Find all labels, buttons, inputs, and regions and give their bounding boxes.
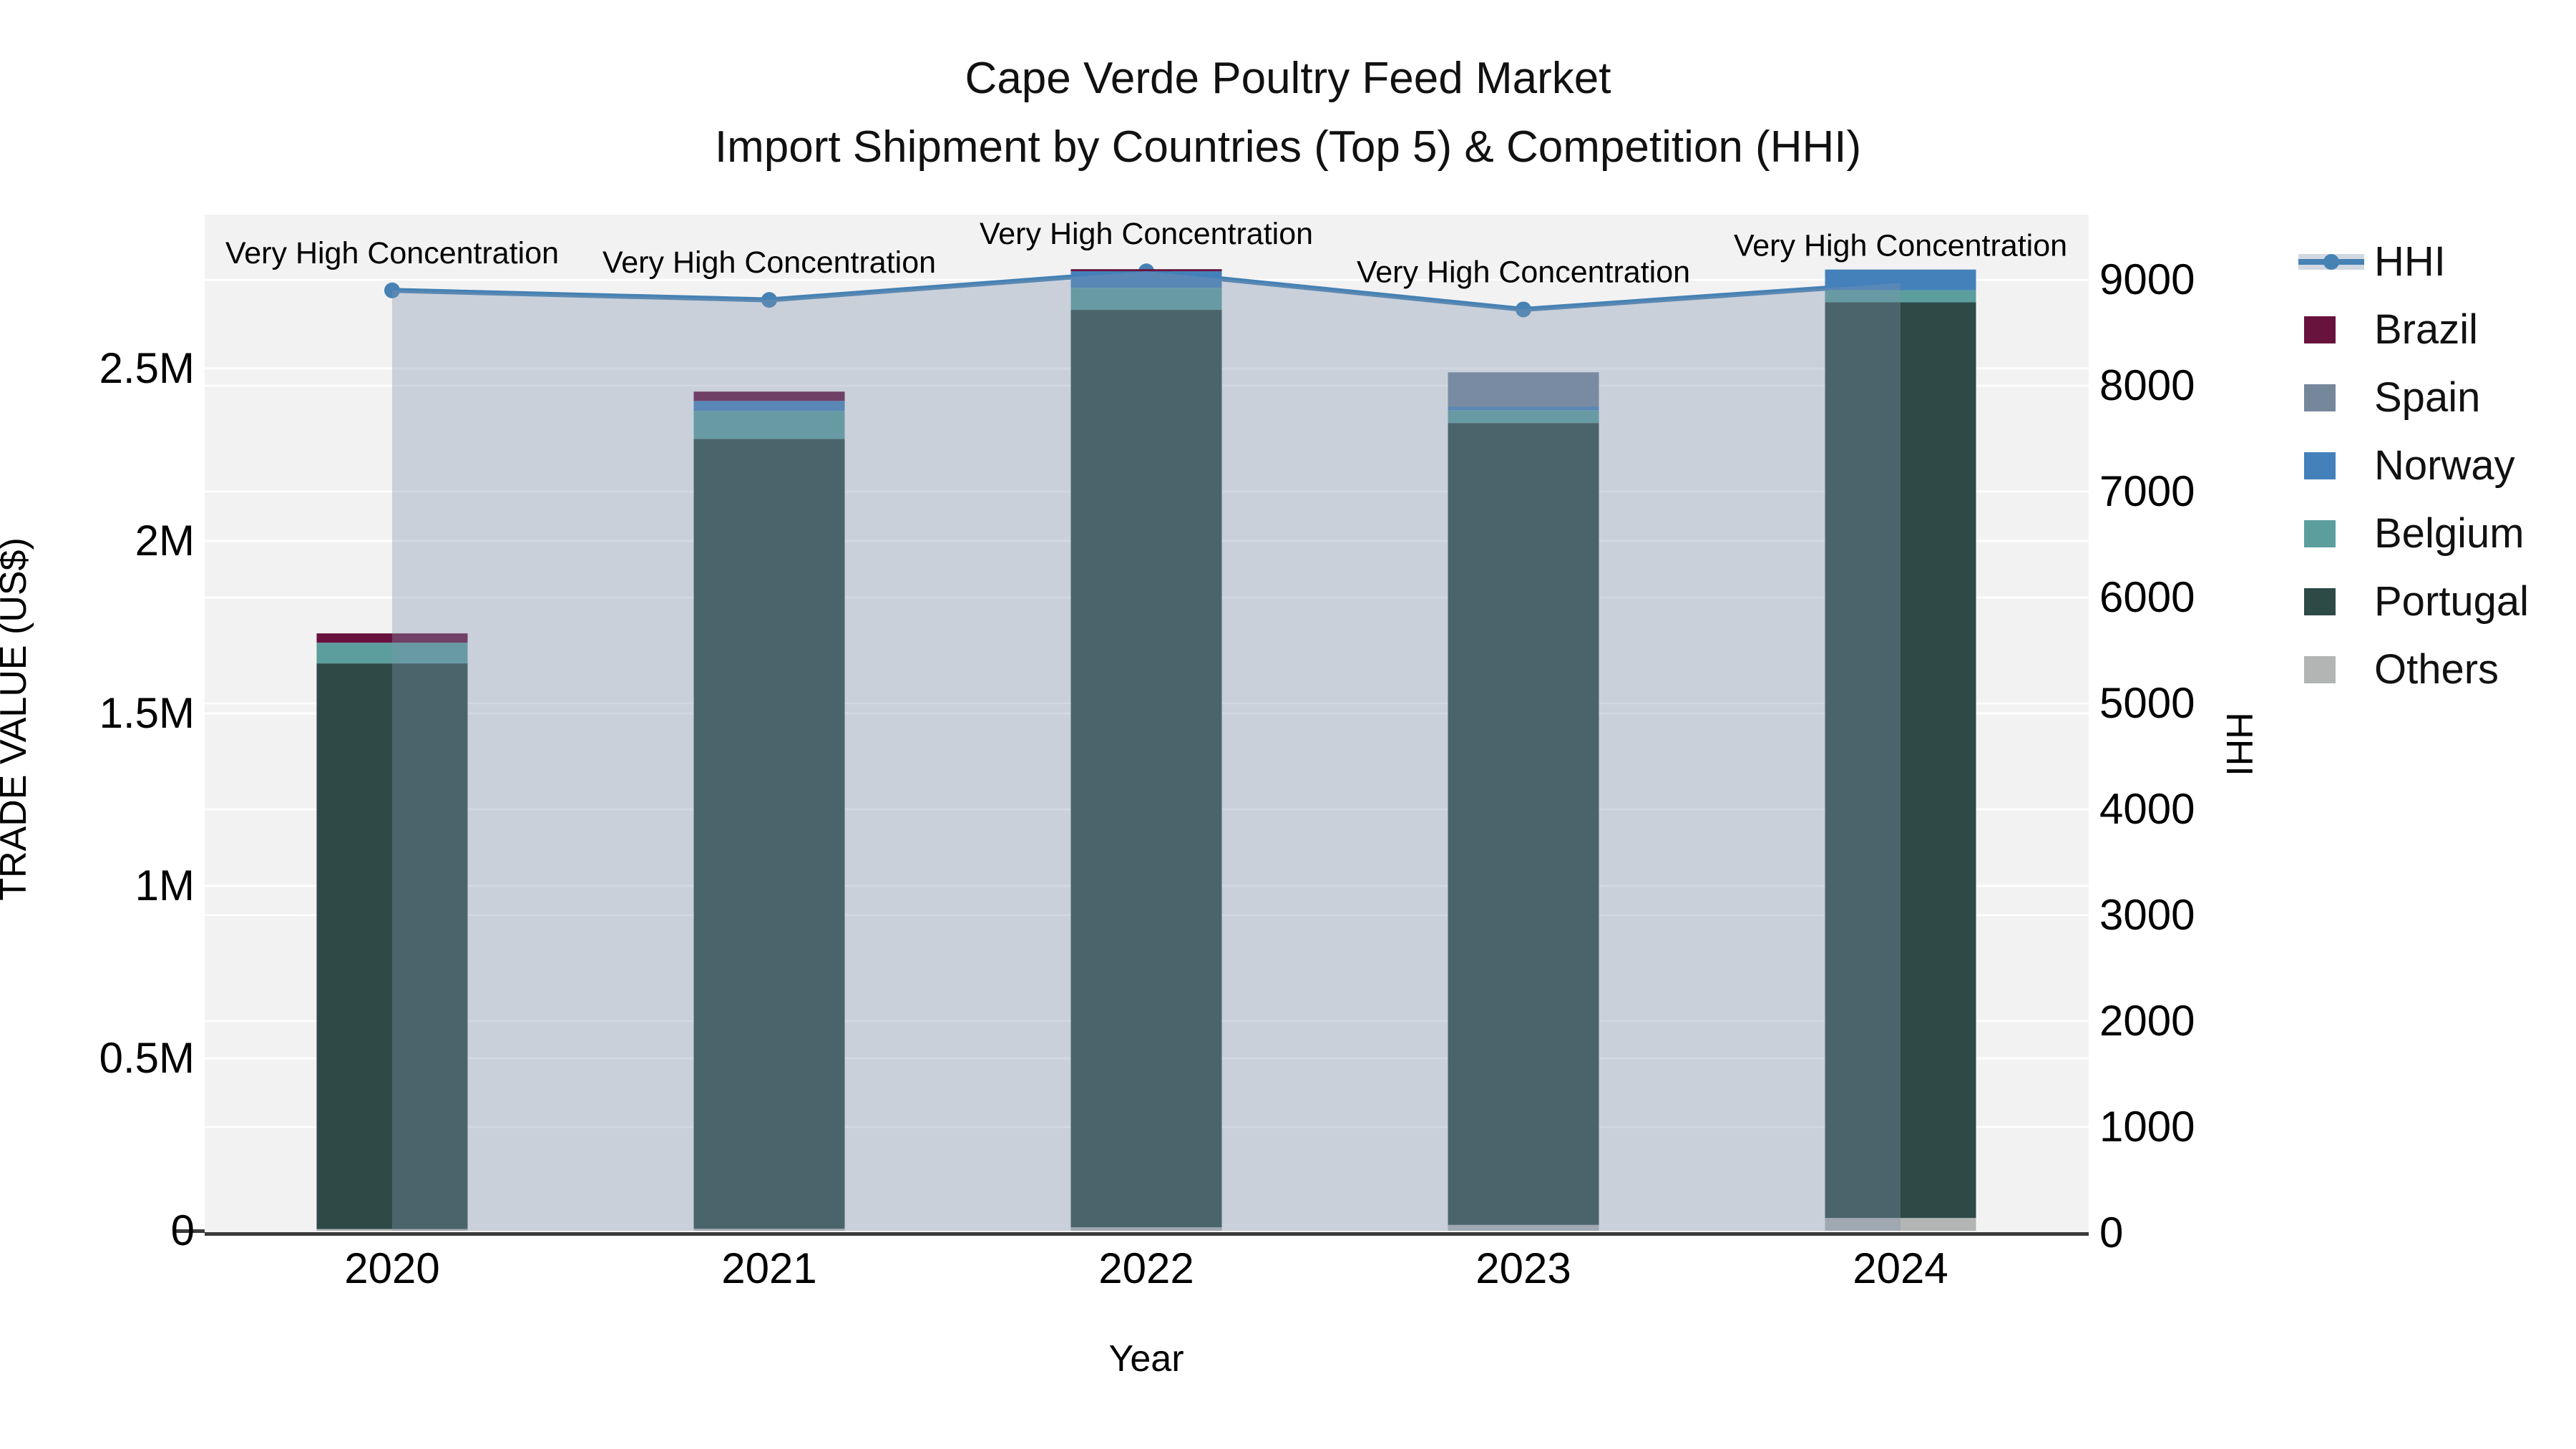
chart-title: Cape Verde Poultry Feed Market <box>965 54 1611 103</box>
bar-segment-portugal-2022 <box>1070 310 1222 1228</box>
legend-item-belgium: Belgium <box>2298 499 2529 567</box>
legend-swatch-brazil <box>2298 316 2364 344</box>
legend-item-brazil: Brazil <box>2298 296 2529 364</box>
x-tick-label-2022: 2022 <box>1098 1244 1194 1292</box>
norway-color-swatch <box>2304 452 2336 479</box>
annotation-2024: Very High Concentration <box>1734 228 2067 263</box>
x-tick-label-2020: 2020 <box>344 1244 439 1292</box>
chart-title-block: Cape Verde Poultry Feed Market Import Sh… <box>0 44 2576 182</box>
legend-label-brazil: Brazil <box>2374 306 2479 353</box>
legend-label-others: Others <box>2374 646 2499 693</box>
hhi-marker-2023 <box>1516 301 1531 318</box>
y-right-tick-label: 3000 <box>2099 891 2195 939</box>
bar-segment-belgium-2020 <box>316 643 468 664</box>
bar-segment-norway-2023 <box>1448 406 1599 411</box>
y-left-tick-label: 0.5M <box>99 1034 195 1082</box>
annotation-2020: Very High Concentration <box>225 236 559 270</box>
bar-segment-belgium-2023 <box>1448 410 1599 424</box>
bar-segment-brazil-2022 <box>1070 269 1222 272</box>
legend-swatch-belgium <box>2298 519 2364 548</box>
legend-swatch-others <box>2298 655 2364 684</box>
legend-swatch-portugal <box>2298 587 2364 616</box>
bar-segment-portugal-2021 <box>693 439 845 1229</box>
x-axis-line <box>205 1232 2089 1236</box>
y-right-tick-label: 2000 <box>2099 997 2195 1045</box>
legend-label-norway: Norway <box>2374 442 2515 489</box>
y-right-tick-label: 9000 <box>2099 255 2195 303</box>
bar-segment-belgium-2021 <box>693 411 845 439</box>
bar-segment-others-2023 <box>1448 1224 1599 1231</box>
bar-segment-belgium-2024 <box>1825 290 1976 303</box>
hhi-line-sample-icon <box>2298 248 2364 276</box>
legend-label-belgium: Belgium <box>2374 510 2524 557</box>
legend-label-spain: Spain <box>2374 374 2481 421</box>
legend-hhi-line-icon <box>2298 248 2364 276</box>
legend: HHI Brazil Spain Norway Belgium Portugal Other… <box>2298 228 2529 703</box>
x-tick-label-2023: 2023 <box>1475 1244 1571 1292</box>
others-color-swatch <box>2304 655 2336 683</box>
x-tick-label-2021: 2021 <box>721 1244 816 1292</box>
bar-segment-others-2020 <box>316 1229 468 1231</box>
legend-swatch-norway <box>2298 452 2364 480</box>
bar-segment-portugal-2023 <box>1448 423 1599 1225</box>
legend-swatch-spain <box>2298 384 2364 412</box>
hhi-marker-2021 <box>761 292 777 308</box>
x-axis-title: Year <box>1108 1338 1184 1380</box>
brazil-color-swatch <box>2304 316 2336 343</box>
bar-segment-portugal-2024 <box>1825 302 1976 1219</box>
bar-segment-brazil-2021 <box>693 391 845 401</box>
y-right-tick-label: 7000 <box>2099 467 2195 515</box>
y-right-tick-label: 0 <box>2099 1209 2123 1257</box>
legend-label-portugal: Portugal <box>2374 578 2529 625</box>
legend-label-hhi: HHI <box>2374 238 2446 285</box>
belgium-color-swatch <box>2304 519 2336 547</box>
y-right-tick-label: 1000 <box>2099 1103 2195 1151</box>
legend-item-hhi: HHI <box>2298 228 2529 296</box>
bar-segment-others-2021 <box>693 1229 845 1231</box>
spain-color-swatch <box>2304 384 2336 411</box>
bar-segment-norway-2024 <box>1825 269 1976 291</box>
y-axis-title-left: TRADE VALUE (US$) <box>0 537 34 901</box>
y-right-tick-label: 4000 <box>2099 785 2195 833</box>
bar-segment-spain-2023 <box>1448 372 1599 407</box>
bar-segment-norway-2022 <box>1070 271 1222 288</box>
annotation-2022: Very High Concentration <box>980 217 1313 251</box>
portugal-color-swatch <box>2304 587 2336 615</box>
y-axis-title-right: HHI <box>2218 712 2260 776</box>
y-left-tick-label: 1.5M <box>99 689 195 737</box>
legend-item-portugal: Portugal <box>2298 567 2529 635</box>
y-axis-zero-tick <box>173 1229 205 1233</box>
y-right-tick-label: 6000 <box>2099 573 2195 621</box>
y-left-tick-label: 0 <box>171 1206 195 1254</box>
legend-item-spain: Spain <box>2298 364 2529 431</box>
hhi-marker-swatch <box>2323 253 2339 270</box>
bar-segment-others-2024 <box>1825 1218 1976 1231</box>
bar-segment-belgium-2022 <box>1070 288 1222 311</box>
y-right-tick-label: 5000 <box>2099 679 2195 727</box>
bar-segment-others-2022 <box>1070 1227 1222 1231</box>
chart-subtitle: Import Shipment by Countries (Top 5) & C… <box>714 122 1862 172</box>
hhi-area-fill <box>392 271 1901 1231</box>
bar-segment-norway-2021 <box>693 401 845 411</box>
y-left-tick-label: 1M <box>135 862 195 909</box>
annotation-2021: Very High Concentration <box>602 245 936 280</box>
legend-item-norway: Norway <box>2298 431 2529 499</box>
y-left-tick-label: 2.5M <box>99 344 195 392</box>
annotation-2023: Very High Concentration <box>1357 255 1690 289</box>
legend-item-others: Others <box>2298 635 2529 703</box>
y-right-tick-label: 8000 <box>2099 361 2195 409</box>
hhi-marker-2020 <box>384 282 400 298</box>
y-left-tick-label: 2M <box>135 517 195 565</box>
x-tick-label-2024: 2024 <box>1853 1244 1948 1292</box>
bar-segment-brazil-2020 <box>316 633 468 643</box>
bar-segment-portugal-2020 <box>316 663 468 1229</box>
